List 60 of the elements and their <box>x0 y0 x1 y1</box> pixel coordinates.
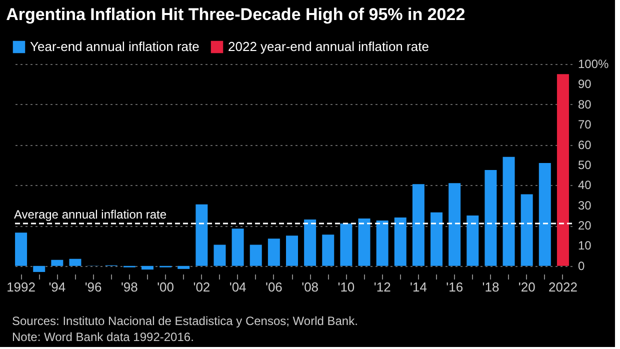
bar <box>358 218 370 266</box>
ref-line-label: Average annual inflation rate <box>14 208 167 222</box>
bar <box>33 266 46 272</box>
y-tick-label: 70 <box>578 118 592 132</box>
bar <box>232 228 244 266</box>
x-tick-label: '98 <box>120 280 138 294</box>
x-tick-label: '16 <box>446 280 464 294</box>
bar <box>304 219 316 266</box>
bar <box>502 156 515 266</box>
bar <box>376 220 388 266</box>
y-tick-label: 100% <box>578 57 610 71</box>
bar <box>538 162 551 266</box>
x-tick-label: 2022 <box>548 280 578 294</box>
x-tick-label: '12 <box>374 280 391 294</box>
y-tick-label: 40 <box>578 178 592 192</box>
bar <box>196 204 208 266</box>
x-tick-label: '18 <box>482 280 500 294</box>
y-tick-label: 50 <box>578 158 592 172</box>
bar <box>448 183 461 266</box>
y-tick-label: 60 <box>578 138 592 152</box>
y-tick-label: 10 <box>578 238 592 253</box>
x-tick-label: '00 <box>157 280 174 294</box>
y-tick-label: 30 <box>578 198 592 212</box>
x-tick-label: '20 <box>518 280 536 294</box>
bar <box>322 234 334 266</box>
x-tick-label: '06 <box>265 280 282 294</box>
legend-label: Year-end annual inflation rate <box>30 39 200 54</box>
x-tick-label: '14 <box>410 280 427 294</box>
y-tick-label: 20 <box>578 218 592 233</box>
bar <box>214 244 226 266</box>
bar <box>268 238 280 266</box>
bar <box>69 258 82 266</box>
x-tick-label: '94 <box>48 280 66 294</box>
x-tick-label: 1992 <box>6 280 36 294</box>
bar <box>484 170 497 266</box>
bar <box>340 224 352 266</box>
text: Note: Word Bank data 1992-2016. <box>12 330 194 344</box>
x-tick-label: '02 <box>193 280 210 294</box>
bar <box>15 232 28 266</box>
x-tick-label: '96 <box>84 280 102 294</box>
bar <box>286 236 298 266</box>
y-tick-label: 0 <box>578 258 585 273</box>
x-tick-label: '08 <box>302 280 319 294</box>
bar <box>250 244 262 266</box>
bar <box>466 215 479 266</box>
bar <box>430 212 443 266</box>
bar <box>394 217 406 266</box>
legend-label: 2022 year-end annual inflation rate <box>228 39 429 54</box>
bar <box>556 74 569 266</box>
y-tick-label: 90 <box>578 77 592 92</box>
x-tick-label: '10 <box>338 280 355 294</box>
bar <box>520 194 533 266</box>
bar <box>178 266 190 269</box>
chart-title: Argentina Inflation Hit Three-Decade High of 95% in 2022 <box>6 5 466 24</box>
x-tick-label: '04 <box>229 280 246 294</box>
bar <box>141 266 154 270</box>
bar <box>412 184 424 266</box>
source-note: Sources: Instituto Nacional de Estadistica y Censos; World Bank. <box>12 314 358 328</box>
bar <box>51 260 64 266</box>
y-tick-label: 80 <box>578 97 592 112</box>
